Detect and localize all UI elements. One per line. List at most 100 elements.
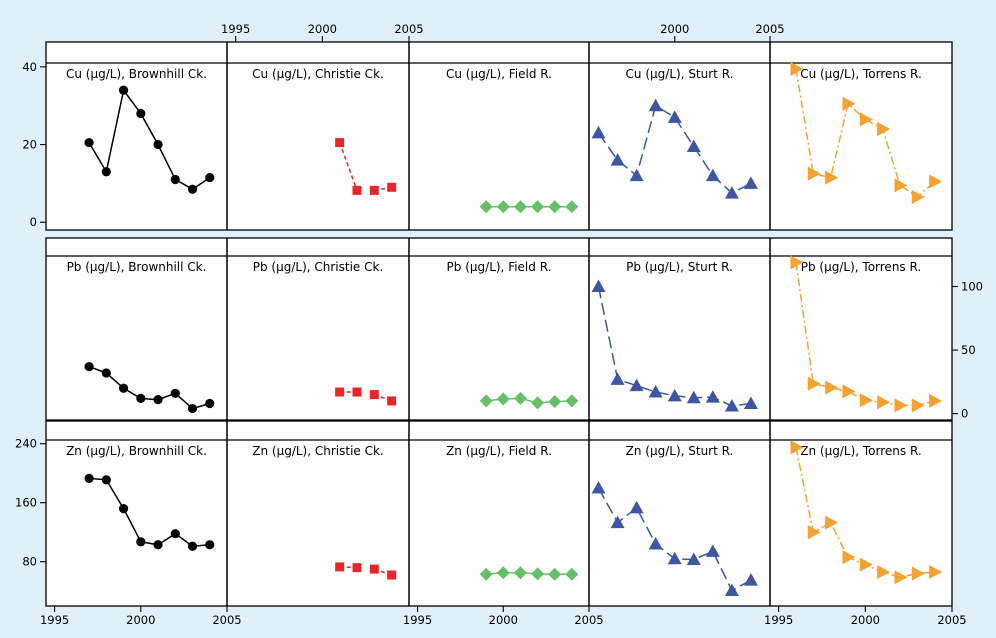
data-point	[648, 385, 663, 398]
data-point	[667, 551, 682, 565]
data-point	[648, 98, 663, 112]
data-point	[842, 550, 856, 565]
data-point	[548, 395, 562, 409]
data-point	[496, 392, 510, 406]
data-point	[743, 396, 758, 409]
data-point	[153, 395, 163, 405]
data-point	[118, 504, 129, 514]
x-tick-label: 2000	[489, 613, 518, 627]
panel-title: Cu (μg/L), Sturt R.	[626, 67, 734, 81]
panel-title: Cu (μg/L), Brownhill Ck.	[66, 67, 207, 81]
data-point	[335, 562, 345, 572]
panel-title: Pb (μg/L), Brownhill Ck.	[67, 260, 207, 274]
panel-title: Zn (μg/L), Brownhill Ck.	[66, 444, 207, 458]
row-frame-2	[45, 420, 953, 607]
panel-title: Pb (μg/L), Torrens R.	[801, 260, 921, 274]
x-tick-label: 1995	[40, 613, 69, 627]
data-point	[369, 185, 379, 195]
data-point	[136, 537, 146, 547]
panel-title: Zn (μg/L), Sturt R.	[626, 444, 734, 458]
data-point	[352, 185, 362, 195]
data-point	[825, 380, 839, 395]
x-tick-label: 2005	[755, 22, 784, 36]
data-point	[170, 388, 180, 398]
data-point	[929, 174, 943, 189]
panel-title: Cu (μg/L), Christie Ck.	[252, 67, 384, 81]
data-point	[667, 110, 682, 123]
panel-title: Zn (μg/L), Field R.	[446, 444, 552, 458]
y-tick-label: 40	[22, 60, 37, 74]
data-point	[531, 200, 545, 214]
x-tick-label: 2000	[126, 613, 155, 627]
x-tick-label: 2005	[574, 613, 603, 627]
data-point	[548, 200, 562, 214]
data-point	[743, 176, 758, 189]
data-point	[513, 200, 527, 214]
y-tick-label: 50	[961, 343, 976, 357]
x-tick-label: 2005	[937, 613, 966, 627]
data-point	[877, 565, 891, 580]
data-point	[335, 138, 345, 148]
data-point	[496, 200, 510, 214]
data-point	[205, 172, 215, 183]
data-point	[724, 399, 739, 412]
data-point	[369, 390, 379, 400]
x-tick-label: 1995	[221, 22, 250, 36]
data-point	[610, 515, 625, 529]
data-point	[118, 383, 129, 393]
data-point	[629, 168, 644, 182]
y-tick-label: 100	[961, 280, 983, 294]
data-point	[565, 567, 579, 581]
data-point	[705, 168, 720, 182]
data-point	[531, 396, 545, 410]
data-point	[859, 557, 873, 572]
panel-title: Pb (μg/L), Field R.	[447, 260, 552, 274]
x-tick-label: 2000	[851, 613, 880, 627]
data-point	[610, 372, 625, 385]
data-point	[825, 170, 839, 185]
data-point	[479, 394, 493, 408]
panel-title: Zn (μg/L), Christie Ck.	[252, 444, 384, 458]
panel-title: Cu (μg/L), Field R.	[446, 67, 552, 81]
data-point	[387, 396, 397, 406]
data-point	[667, 388, 682, 402]
data-point	[807, 376, 821, 391]
x-tick-label: 2005	[394, 22, 423, 36]
data-point	[790, 61, 804, 76]
data-point	[929, 393, 943, 408]
data-point	[153, 540, 163, 550]
x-tick-label: 2000	[660, 22, 689, 36]
data-point	[911, 189, 925, 204]
x-tick-label: 2005	[212, 613, 241, 627]
data-point	[686, 552, 701, 566]
data-point	[84, 362, 94, 372]
y-tick-label: 20	[22, 138, 37, 152]
data-point	[205, 398, 215, 409]
data-point	[648, 537, 663, 550]
data-point	[859, 393, 873, 408]
data-point	[479, 567, 493, 581]
data-point	[387, 182, 397, 192]
x-tick-label: 1995	[764, 613, 793, 627]
data-point	[531, 567, 545, 581]
data-point	[170, 174, 180, 185]
data-point	[705, 390, 720, 403]
data-point	[859, 112, 873, 127]
data-point	[724, 186, 739, 199]
data-point	[101, 368, 111, 378]
row-frame-0	[45, 41, 953, 231]
data-point	[790, 440, 804, 455]
series-line	[338, 142, 358, 191]
data-point	[929, 565, 943, 580]
data-point	[170, 529, 180, 539]
row-frame-1	[45, 237, 953, 421]
data-point	[101, 167, 111, 177]
data-point	[724, 583, 739, 597]
data-point	[877, 395, 891, 410]
data-point	[743, 573, 758, 586]
data-point	[705, 544, 720, 557]
data-point	[894, 398, 908, 413]
data-point	[513, 566, 527, 580]
